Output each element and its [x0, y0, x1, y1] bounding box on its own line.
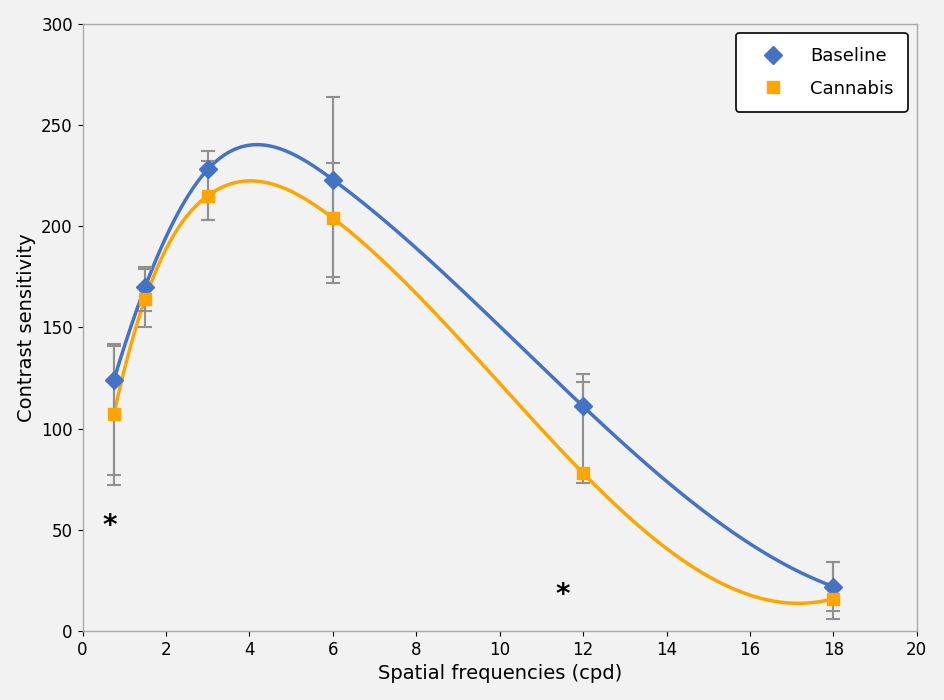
- X-axis label: Spatial frequencies (cpd): Spatial frequencies (cpd): [378, 664, 622, 683]
- Cannabis: [140, 295, 151, 303]
- Legend: Baseline, Cannabis: Baseline, Cannabis: [735, 33, 908, 112]
- Cannabis: [202, 192, 213, 200]
- Cannabis: [828, 594, 839, 603]
- Line: Cannabis: Cannabis: [108, 190, 839, 605]
- Cannabis: [328, 214, 339, 222]
- Baseline: [202, 165, 213, 174]
- Baseline: [828, 582, 839, 591]
- Cannabis: [109, 410, 120, 419]
- Baseline: [328, 176, 339, 184]
- Cannabis: [578, 469, 589, 477]
- Line: Baseline: Baseline: [108, 163, 839, 593]
- Text: *: *: [555, 580, 569, 608]
- Y-axis label: Contrast sensitivity: Contrast sensitivity: [17, 233, 36, 421]
- Baseline: [140, 283, 151, 291]
- Baseline: [578, 402, 589, 410]
- Text: *: *: [103, 512, 117, 540]
- Baseline: [109, 376, 120, 384]
